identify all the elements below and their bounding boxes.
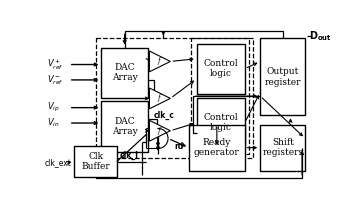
Bar bbox=[197, 98, 245, 148]
Bar bbox=[101, 101, 148, 152]
Bar bbox=[96, 38, 253, 158]
Bar bbox=[260, 125, 305, 171]
Polygon shape bbox=[149, 120, 170, 141]
Text: $V_{ref}^-$: $V_{ref}^-$ bbox=[47, 73, 64, 87]
Bar bbox=[260, 38, 305, 115]
Text: Output
register: Output register bbox=[264, 67, 301, 86]
Text: $V_{ip}$: $V_{ip}$ bbox=[47, 101, 60, 114]
Text: f: f bbox=[158, 94, 161, 102]
Polygon shape bbox=[149, 51, 170, 72]
Text: f: f bbox=[158, 127, 161, 135]
Text: clk_c: clk_c bbox=[154, 111, 175, 120]
Bar bbox=[197, 44, 245, 94]
Bar bbox=[191, 38, 249, 154]
Text: $V_{ref}^+$: $V_{ref}^+$ bbox=[47, 57, 64, 72]
Text: rd: rd bbox=[174, 142, 183, 151]
Text: clk_i: clk_i bbox=[120, 151, 139, 160]
Bar bbox=[189, 125, 245, 171]
Text: DAC
Array: DAC Array bbox=[112, 117, 137, 136]
Text: Shift
registers: Shift registers bbox=[262, 138, 303, 157]
Text: Clk
Buffer: Clk Buffer bbox=[81, 152, 110, 171]
Bar bbox=[74, 146, 117, 177]
Text: Control
logic: Control logic bbox=[203, 59, 238, 79]
Bar bbox=[101, 48, 148, 98]
Text: Control
logic: Control logic bbox=[203, 113, 238, 132]
Text: $V_{in}$: $V_{in}$ bbox=[47, 117, 60, 129]
Text: $\mathbf{D_{out}}$: $\mathbf{D_{out}}$ bbox=[309, 29, 332, 43]
Polygon shape bbox=[149, 88, 170, 109]
Text: f: f bbox=[158, 58, 161, 65]
Text: DAC
Array: DAC Array bbox=[112, 63, 137, 82]
Text: Ready
generator: Ready generator bbox=[194, 138, 240, 157]
Text: clk_ext: clk_ext bbox=[45, 159, 72, 167]
